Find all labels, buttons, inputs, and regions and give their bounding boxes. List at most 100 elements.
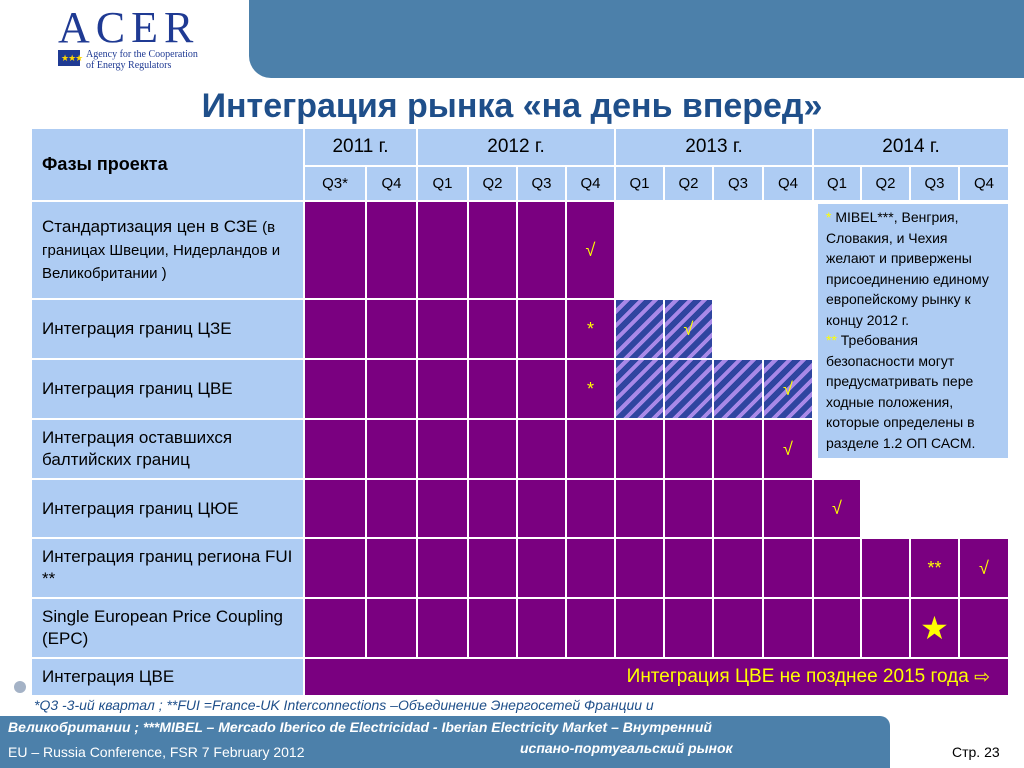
row-label-epc: Single European Price Coupling (EPC) bbox=[31, 598, 304, 658]
note-text-2: Требования безопасности могут предусматр… bbox=[826, 332, 976, 451]
gantt-cell bbox=[713, 538, 763, 598]
quarter-header: Q2 bbox=[861, 166, 910, 201]
gantt-cell bbox=[566, 419, 615, 479]
quarter-header: Q3 bbox=[910, 166, 959, 201]
gantt-cell bbox=[468, 419, 517, 479]
side-note: * MIBEL***, Венгрия, Словакия, и Чехия ж… bbox=[818, 204, 1008, 458]
gantt-cell bbox=[713, 479, 763, 538]
header-bar bbox=[249, 0, 1024, 78]
gantt-cell bbox=[417, 359, 468, 419]
checkmark: √ bbox=[959, 538, 1009, 598]
deadline-text: Интеграция ЦВЕ не позднее 2015 года bbox=[626, 666, 969, 687]
gantt-cell bbox=[763, 598, 813, 658]
quarter-header: Q4 bbox=[366, 166, 417, 201]
project-phases-table: Фазы проекта 2011 г. 2012 г. 2013 г. 201… bbox=[31, 128, 1009, 696]
gantt-cell bbox=[615, 598, 664, 658]
gantt-cell bbox=[664, 538, 713, 598]
gantt-cell bbox=[566, 479, 615, 538]
gantt-cell bbox=[615, 419, 664, 479]
checkmark: √ bbox=[566, 201, 615, 299]
row-label-swe: Интеграция границ ЦЮЕ bbox=[31, 479, 304, 538]
year-2012: 2012 г. bbox=[417, 128, 615, 166]
gantt-cell bbox=[468, 538, 517, 598]
year-2013: 2013 г. bbox=[615, 128, 813, 166]
gantt-cell bbox=[366, 359, 417, 419]
footnote-line-1: *Q3 -3-ий квартал ; **FUI =France-UK Int… bbox=[34, 697, 654, 713]
quarter-header: Q3* bbox=[304, 166, 366, 201]
gantt-cell bbox=[861, 538, 910, 598]
checkmark: √ bbox=[813, 479, 861, 538]
row-label-cwe: Интеграция границ ЦЗЕ bbox=[31, 299, 304, 359]
gantt-cell bbox=[517, 299, 566, 359]
gantt-cell bbox=[517, 419, 566, 479]
logo-subtitle: Agency for the Cooperation of Energy Reg… bbox=[86, 49, 256, 71]
gantt-cell bbox=[566, 538, 615, 598]
gantt-cell bbox=[664, 419, 713, 479]
gantt-cell bbox=[713, 419, 763, 479]
gantt-cell bbox=[813, 598, 861, 658]
gantt-cell bbox=[763, 538, 813, 598]
gantt-cell bbox=[664, 479, 713, 538]
row-label-cee: Интеграция границ ЦВЕ bbox=[31, 359, 304, 419]
quarter-header: Q1 bbox=[417, 166, 468, 201]
year-2014: 2014 г. bbox=[813, 128, 1009, 166]
gantt-cell bbox=[468, 359, 517, 419]
quarter-header: Q3 bbox=[517, 166, 566, 201]
gantt-cell bbox=[304, 359, 366, 419]
asterisk-mark: * bbox=[566, 299, 615, 359]
quarter-header: Q2 bbox=[468, 166, 517, 201]
hatched-cell bbox=[664, 359, 713, 419]
quarter-header: Q1 bbox=[615, 166, 664, 201]
row-label-text: Стандартизация цен в СЗЕ bbox=[42, 216, 258, 236]
row-label-cee-final: Интеграция ЦВЕ bbox=[31, 658, 304, 696]
gantt-cell bbox=[304, 299, 366, 359]
checkmark: √ bbox=[763, 359, 813, 419]
checkmark: √ bbox=[664, 299, 713, 359]
quarter-header: Q4 bbox=[566, 166, 615, 201]
gantt-cell bbox=[366, 538, 417, 598]
gantt-cell bbox=[417, 538, 468, 598]
hatched-cell bbox=[615, 299, 664, 359]
gantt-cell bbox=[517, 201, 566, 299]
logo-word: ACER bbox=[58, 3, 200, 52]
gantt-cell bbox=[813, 538, 861, 598]
row-label-fui: Интеграция границ региона FUI ** bbox=[31, 538, 304, 598]
gantt-cell bbox=[417, 201, 468, 299]
quarter-header: Q4 bbox=[763, 166, 813, 201]
gantt-cell bbox=[713, 598, 763, 658]
hatched-cell bbox=[615, 359, 664, 419]
gantt-cell bbox=[959, 598, 1009, 658]
gantt-cell bbox=[861, 598, 910, 658]
gantt-cell bbox=[517, 359, 566, 419]
row-label-standardization: Стандартизация цен в СЗЕ (в границах Шве… bbox=[31, 201, 304, 299]
gantt-cell bbox=[304, 419, 366, 479]
gantt-cell bbox=[304, 479, 366, 538]
gantt-cell bbox=[763, 479, 813, 538]
checkmark: √ bbox=[763, 419, 813, 479]
gantt-cell bbox=[366, 299, 417, 359]
gantt-cell bbox=[417, 598, 468, 658]
footnote-line-3: испано-португальский рынок bbox=[520, 740, 733, 756]
gantt-cell bbox=[417, 299, 468, 359]
gantt-cell bbox=[615, 479, 664, 538]
gantt-cell bbox=[517, 598, 566, 658]
row-label-baltic: Интеграция оставшихся балтийских границ bbox=[31, 419, 304, 479]
gantt-cell bbox=[366, 598, 417, 658]
gantt-cell bbox=[615, 538, 664, 598]
deadline-banner: Интеграция ЦВЕ не позднее 2015 года ⇨ bbox=[304, 658, 1009, 696]
asterisk-mark: * bbox=[566, 359, 615, 419]
gantt-cell bbox=[366, 479, 417, 538]
page-number: Стр. 23 bbox=[952, 744, 1000, 760]
footer-band bbox=[0, 716, 890, 768]
gantt-cell bbox=[517, 538, 566, 598]
footnote-line-2: Великобритании ; ***MIBEL – Mercado Iber… bbox=[8, 719, 712, 735]
gantt-cell bbox=[566, 598, 615, 658]
slide-title: Интеграция рынка «на день вперед» bbox=[201, 87, 823, 125]
gantt-cell bbox=[468, 598, 517, 658]
quarter-header: Q3 bbox=[713, 166, 763, 201]
gantt-cell bbox=[366, 419, 417, 479]
logo-subtitle-line2: of Energy Regulators bbox=[86, 60, 172, 71]
gantt-cell bbox=[304, 598, 366, 658]
quarter-header: Q4 bbox=[959, 166, 1009, 201]
gantt-cell bbox=[468, 201, 517, 299]
